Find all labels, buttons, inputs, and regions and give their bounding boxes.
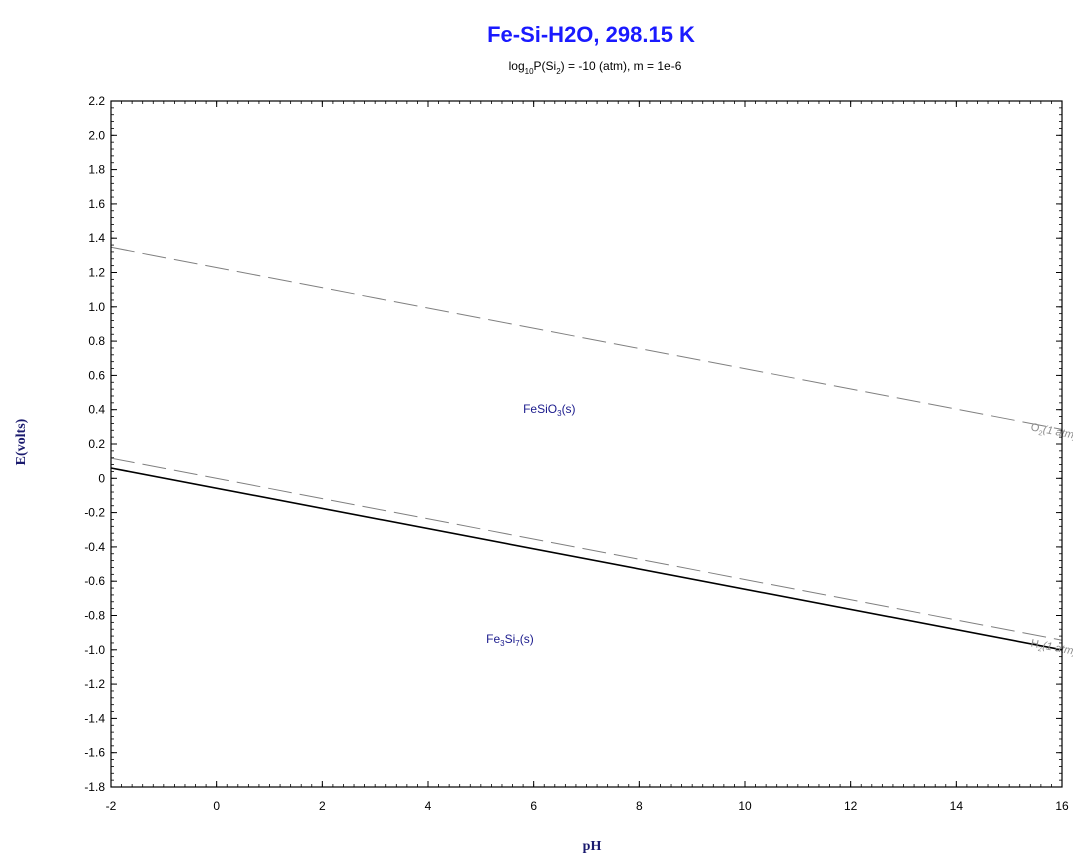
labels-layer: O2(1 atm) H2(1 atm) FeSiO3(s) Fe3Si7(s) (486, 402, 1073, 661)
x-tick-label: 6 (530, 799, 537, 813)
subtitle-conditions: ) = -10 (atm), m = 1e-6 (561, 59, 682, 73)
dashed-boundary-line-0 (110, 246, 1063, 430)
solid-boundary-line (110, 467, 1063, 651)
y-tick-label: 1.8 (88, 163, 105, 177)
x-tick-label: 8 (636, 799, 643, 813)
subtitle-log-base: 10 (525, 67, 534, 76)
chart-title: Fe-Si-H2O, 298.15 K (487, 22, 695, 47)
y-tick-label: -0.2 (84, 506, 105, 520)
region-label: FeSiO3(s) (523, 402, 575, 418)
chart-subtitle: log10P(Si2) = -10 (atm), m = 1e-6 (509, 59, 682, 76)
y-tick-label: -1.8 (84, 780, 105, 794)
y-tick-label: 0.8 (88, 334, 105, 348)
y-tick-label: 0.2 (88, 437, 105, 451)
y-tick-label: -1.2 (84, 677, 105, 691)
y-tick-label: 1.4 (88, 231, 105, 245)
x-tick-label: 16 (1055, 799, 1069, 813)
y-tick-label: 0.4 (88, 403, 105, 417)
plot-frame (110, 100, 1063, 788)
x-axis-label: pH (583, 839, 602, 854)
line-label: H2(1 atm) (1029, 638, 1073, 661)
y-tick-label: -1.4 (84, 711, 105, 725)
y-tick-label: 1.0 (88, 300, 105, 314)
y-tick-label: 2.0 (88, 128, 105, 142)
y-axis-label: E(volts) (14, 418, 29, 465)
y-tick-label: -0.4 (84, 540, 105, 554)
subtitle-si-subscript: 2 (556, 67, 561, 76)
subtitle-log: log (509, 59, 525, 73)
line-label: O2(1 atm) (1029, 421, 1073, 444)
x-tick-label: 0 (213, 799, 220, 813)
x-tick-label: 14 (950, 799, 964, 813)
dashed-boundary-line-1 (110, 457, 1063, 641)
x-tick-label: 10 (738, 799, 752, 813)
y-tick-label: -0.8 (84, 609, 105, 623)
x-tick-label: -2 (106, 799, 117, 813)
y-tick-label: -1.0 (84, 643, 105, 657)
series-layer (110, 246, 1063, 651)
y-tick-label: 1.6 (88, 197, 105, 211)
y-tick-label: 0.6 (88, 368, 105, 382)
y-tick-label: 1.2 (88, 266, 105, 280)
y-tick-label: -0.6 (84, 574, 105, 588)
y-tick-label: -1.6 (84, 746, 105, 760)
ticks-layer: -1.8 -1.6 -1.4 -1.2 -1.0 -0.8 -0.6 -0.4 -0.2 0 0.2… (84, 94, 1069, 813)
subtitle-pressure: P(Si (534, 59, 557, 73)
x-tick-label: 2 (319, 799, 326, 813)
y-tick-label: 2.2 (88, 94, 105, 108)
y-tick-label: 0 (98, 471, 105, 485)
x-tick-label: 4 (425, 799, 432, 813)
x-tick-label: 12 (844, 799, 858, 813)
region-label: Fe3Si7(s) (486, 632, 534, 648)
